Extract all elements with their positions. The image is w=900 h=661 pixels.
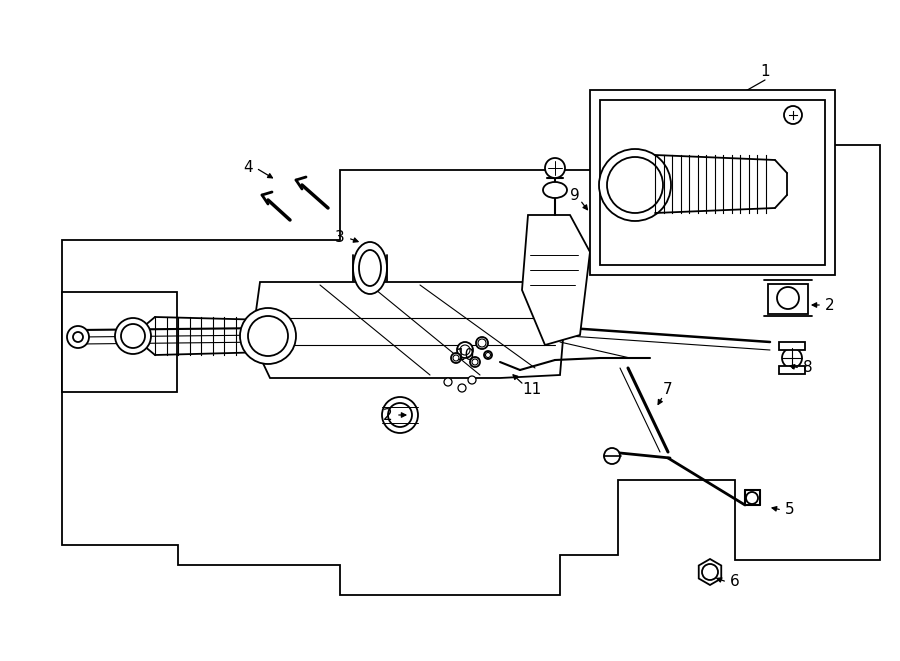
- Circle shape: [73, 332, 83, 342]
- Ellipse shape: [359, 250, 381, 286]
- Circle shape: [470, 357, 480, 367]
- Polygon shape: [62, 145, 880, 595]
- Circle shape: [444, 378, 452, 386]
- Circle shape: [453, 355, 459, 361]
- Text: 11: 11: [522, 383, 542, 397]
- Text: 9: 9: [570, 188, 580, 202]
- Circle shape: [115, 318, 151, 354]
- Circle shape: [382, 397, 418, 433]
- Text: 2: 2: [383, 407, 392, 422]
- Circle shape: [777, 287, 799, 309]
- Circle shape: [702, 564, 718, 580]
- Circle shape: [460, 345, 470, 355]
- Circle shape: [472, 359, 478, 365]
- Circle shape: [248, 316, 288, 356]
- Circle shape: [784, 106, 802, 124]
- Polygon shape: [698, 559, 721, 585]
- Circle shape: [604, 448, 620, 464]
- Circle shape: [240, 308, 296, 364]
- Text: 2: 2: [825, 297, 835, 313]
- Circle shape: [478, 339, 486, 347]
- Circle shape: [388, 403, 412, 427]
- Text: 8: 8: [803, 360, 813, 375]
- Circle shape: [468, 376, 476, 384]
- Circle shape: [457, 342, 473, 358]
- Circle shape: [121, 324, 145, 348]
- Circle shape: [67, 326, 89, 348]
- Text: 10: 10: [455, 348, 474, 362]
- Text: 6: 6: [730, 574, 740, 590]
- Circle shape: [782, 348, 802, 368]
- Bar: [62, 292, 177, 392]
- Bar: [768, 284, 808, 314]
- Text: 3: 3: [335, 231, 345, 245]
- Text: 7: 7: [663, 383, 673, 397]
- Polygon shape: [252, 282, 565, 378]
- Bar: [590, 90, 835, 275]
- Polygon shape: [522, 215, 590, 345]
- Text: 1: 1: [760, 65, 770, 79]
- Circle shape: [484, 351, 492, 359]
- Circle shape: [451, 353, 461, 363]
- Bar: [779, 342, 805, 350]
- Text: 5: 5: [785, 502, 795, 518]
- Circle shape: [545, 158, 565, 178]
- Circle shape: [458, 384, 466, 392]
- Text: 4: 4: [243, 161, 253, 176]
- Circle shape: [485, 352, 490, 358]
- Circle shape: [746, 492, 758, 504]
- Ellipse shape: [353, 242, 387, 294]
- Circle shape: [476, 337, 488, 349]
- Bar: [600, 100, 825, 265]
- Bar: [779, 366, 805, 374]
- Ellipse shape: [543, 182, 567, 198]
- Circle shape: [599, 149, 671, 221]
- Circle shape: [607, 157, 663, 213]
